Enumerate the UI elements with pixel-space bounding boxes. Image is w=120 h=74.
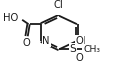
Text: CH₃: CH₃ (83, 45, 100, 54)
Text: O: O (76, 36, 84, 46)
Text: HO: HO (3, 13, 19, 23)
Text: N: N (78, 36, 86, 46)
Text: O: O (76, 53, 84, 63)
Text: S: S (69, 44, 76, 54)
Text: Cl: Cl (53, 0, 63, 10)
Text: N: N (42, 36, 50, 46)
Text: O: O (23, 38, 30, 48)
